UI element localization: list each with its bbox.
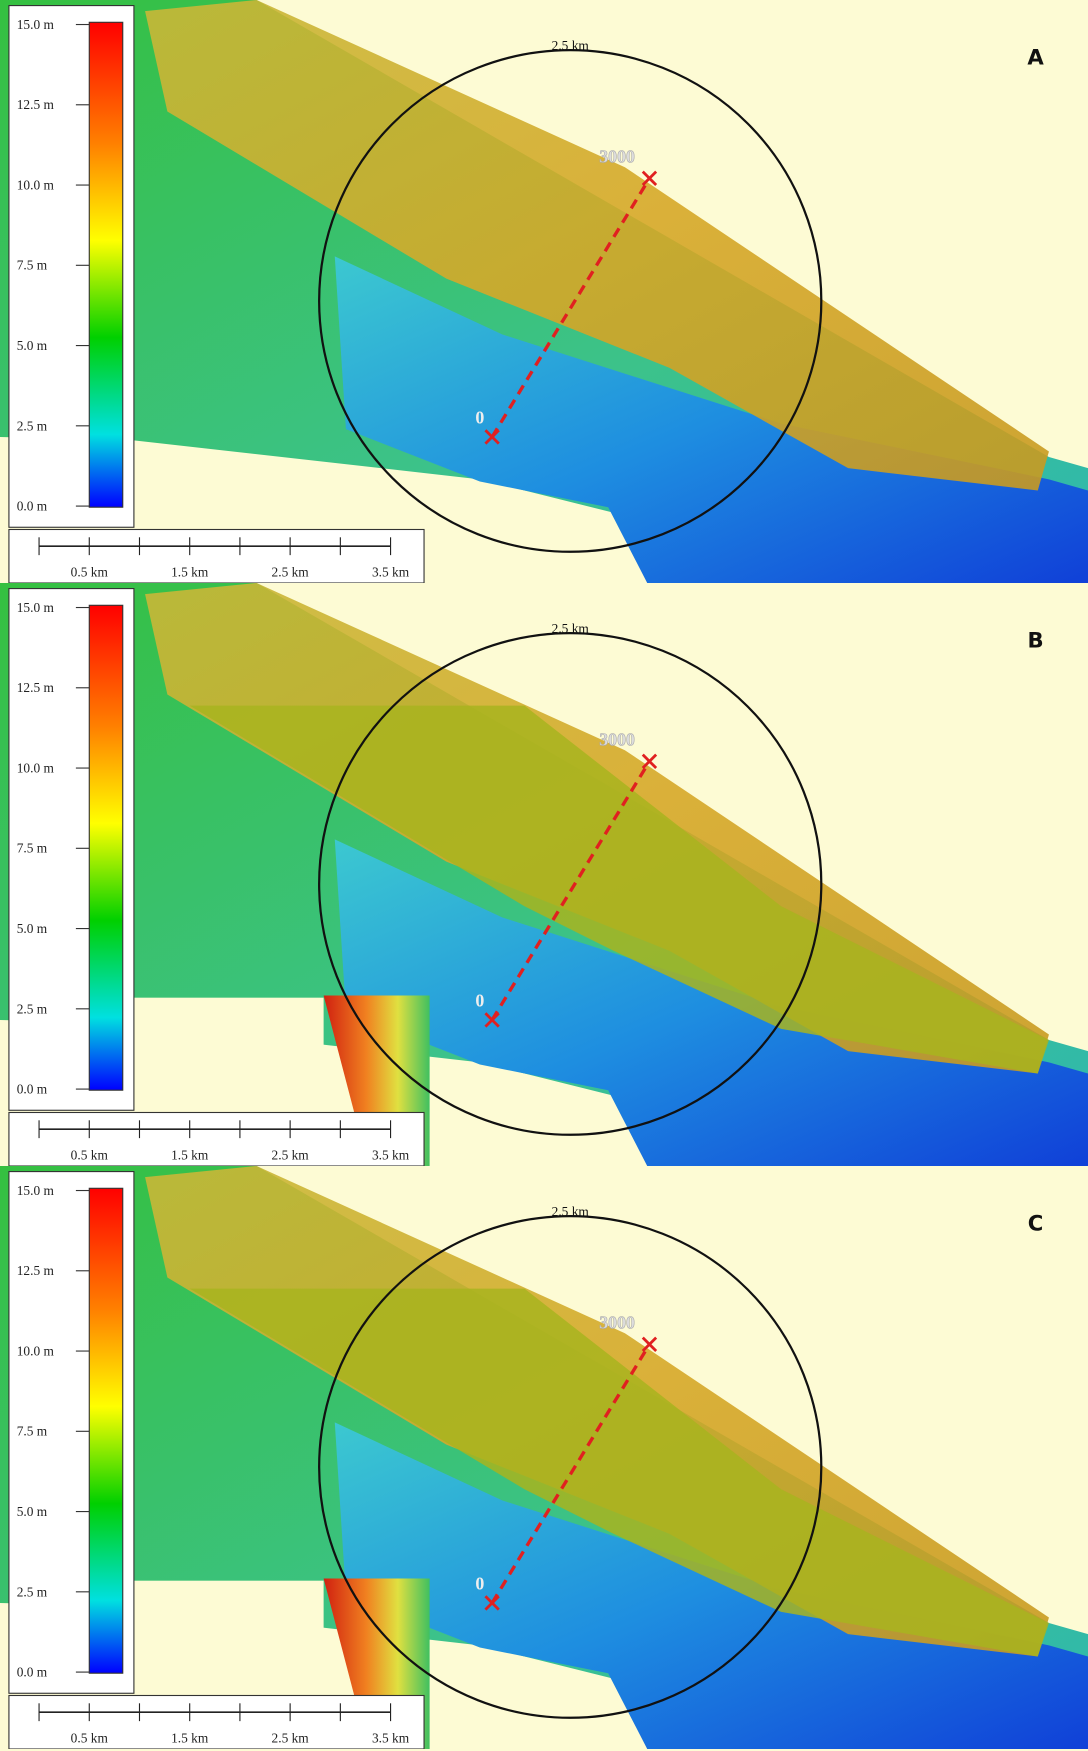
legend-label: 2.5 m — [17, 1001, 48, 1016]
scale-label: 1.5 km — [171, 564, 209, 579]
legend-label: 7.5 m — [17, 1424, 48, 1439]
circle-label: 2.5 km — [552, 1204, 590, 1219]
panel-label: A — [1027, 45, 1044, 70]
legend-label: 10.0 m — [17, 178, 55, 193]
circle-label: 2.5 km — [552, 621, 590, 636]
scale-label: 2.5 km — [272, 564, 310, 579]
color-bar — [89, 605, 122, 1090]
legend-label: 12.5 m — [17, 97, 55, 112]
profile-end-label: 3000 — [599, 1313, 635, 1333]
legend-label: 0.0 m — [17, 1082, 48, 1097]
profile-end-label: 3000 — [599, 730, 635, 750]
legend-label: 2.5 m — [17, 418, 48, 433]
scale-label: 2.5 km — [272, 1730, 310, 1745]
legend-label: 0.0 m — [17, 1665, 48, 1680]
legend-label: 15.0 m — [17, 17, 55, 32]
scale-label: 3.5 km — [372, 564, 410, 579]
scale-label: 1.5 km — [171, 1730, 209, 1745]
legend-label: 10.0 m — [17, 761, 55, 776]
profile-end-label: 3000 — [599, 147, 635, 167]
legend-label: 7.5 m — [17, 258, 48, 273]
color-bar — [89, 22, 122, 507]
legend-label: 0.0 m — [17, 499, 48, 514]
scale-label: 0.5 km — [71, 564, 109, 579]
scale-label: 0.5 km — [71, 1730, 109, 1745]
profile-start-label: 0 — [475, 1574, 484, 1594]
legend-label: 7.5 m — [17, 841, 48, 856]
map-panel: 15.0 m 12.5 m 10.0 m 7.5 m 5.0 m 2.5 m 0.0 m 0.… — [0, 0, 1088, 583]
panel-label: C — [1028, 1211, 1044, 1236]
legend-label: 12.5 m — [17, 1263, 55, 1278]
scale-label: 3.5 km — [372, 1730, 410, 1745]
scale-label: 0.5 km — [71, 1147, 109, 1162]
panel-label: B — [1027, 628, 1043, 653]
map-panel: 15.0 m 12.5 m 10.0 m 7.5 m 5.0 m 2.5 m 0.0 m 0.… — [0, 1166, 1088, 1749]
profile-start-label: 0 — [475, 991, 484, 1011]
legend-label: 5.0 m — [17, 1504, 48, 1519]
scale-label: 3.5 km — [372, 1147, 410, 1162]
legend-label: 12.5 m — [17, 680, 55, 695]
map-panel: 15.0 m 12.5 m 10.0 m 7.5 m 5.0 m 2.5 m 0.0 m 0.… — [0, 583, 1088, 1166]
legend-label: 2.5 m — [17, 1584, 48, 1599]
circle-label: 2.5 km — [552, 38, 590, 53]
legend-label: 15.0 m — [17, 1183, 55, 1198]
figure: 15.0 m 12.5 m 10.0 m 7.5 m 5.0 m 2.5 m 0.0 m 0.… — [0, 0, 1088, 1751]
scale-label: 1.5 km — [171, 1147, 209, 1162]
profile-start-label: 0 — [475, 408, 484, 428]
legend-label: 5.0 m — [17, 921, 48, 936]
legend-label: 15.0 m — [17, 600, 55, 615]
color-bar — [89, 1188, 122, 1673]
legend-label: 10.0 m — [17, 1344, 55, 1359]
legend-label: 5.0 m — [17, 338, 48, 353]
scale-label: 2.5 km — [272, 1147, 310, 1162]
